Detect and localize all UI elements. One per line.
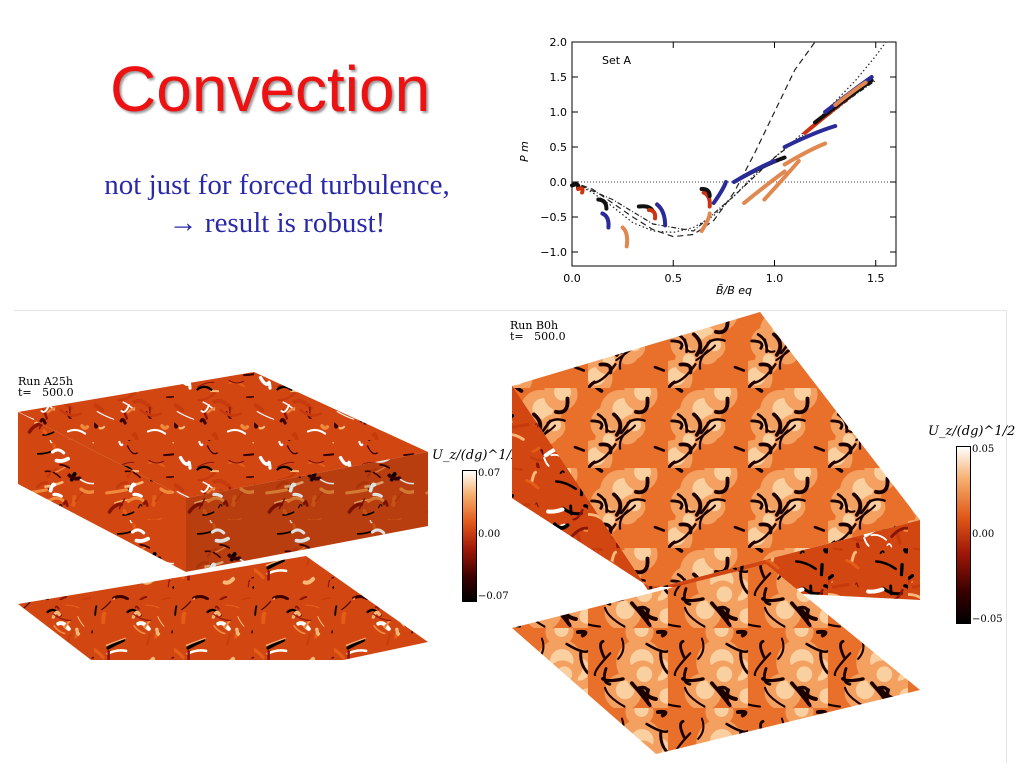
data-streak [782,141,828,167]
subtitle-line-2: → result is robust! [168,207,386,239]
y-tick-label: 0.0 [550,176,568,189]
pm-vs-b-chart: 0.0 0.5 1.0 1.5 −1.0 −0.5 0.0 0.5 1.0 1.5 2.0 Set A… [518,36,897,296]
left-colorbar [462,470,477,602]
data-streak [782,124,838,149]
data-streak [600,211,611,230]
y-tick-label: 0.5 [550,141,568,154]
right-convection-box-render [512,312,920,754]
data-streak [646,208,658,221]
leftbox-top-face [18,372,428,498]
leftbox-bottom-slice [18,556,428,660]
right-colorbar-title: U_z/(dg)^1/2 [928,424,1016,439]
x-axis-label: B̄/B eq [716,284,752,296]
data-streak [699,186,712,198]
x-tick-label: 0.5 [665,272,683,285]
right-colorbar-tick-mid: 0.00 [972,529,995,540]
data-streak [711,180,728,205]
y-tick-label: −1.0 [540,246,567,259]
left-run-label: Run A25h [18,375,73,388]
rightbox-top-face [512,312,920,590]
y-tick-label: 2.0 [550,36,568,49]
simulation-panel-frame [14,310,1007,763]
rightbox-bottom-slice [512,564,920,754]
data-streak [699,211,712,233]
data-streak [732,159,777,184]
dashdot-theory-curve [571,80,877,232]
left-convection-box-render [18,372,428,660]
left-colorbar-title: U_z/(dg)^1/2 [432,448,520,463]
data-streak [620,225,630,249]
dotted-theory-curve [571,41,887,234]
slide-title: Convection [110,53,431,125]
left-time-label: t= 500.0 [18,386,74,399]
data-streak [655,202,668,228]
data-streak [570,182,581,190]
right-colorbar [956,446,971,624]
data-streak [742,169,787,205]
y-tick-label: 1.5 [550,71,568,84]
data-streak [596,197,609,211]
y-axis-label: P m [518,141,531,162]
left-colorbar-tick-min: −0.07 [478,591,509,602]
leftbox-front-face [186,452,428,572]
subtitle-line-1: not just for forced turbulence, [104,169,450,201]
slide-subtitle: not just for forced turbulence, → result… [62,166,492,242]
right-colorbar-tick-max: 0.05 [972,444,995,455]
left-colorbar-tick-mid: 0.00 [478,529,501,540]
chart-annotation: Set A [602,54,632,67]
data-streak [833,80,868,107]
y-tick-label: −0.5 [540,211,567,224]
left-colorbar-tick-max: 0.07 [478,468,501,479]
dashed-theory-curve [571,41,816,238]
data-streak [576,186,585,195]
right-run-label: Run B0h [510,319,559,332]
leftbox-side-face [18,412,186,572]
data-streak [762,159,801,202]
x-tick-label: 0.0 [563,272,581,285]
right-colorbar-tick-min: −0.05 [972,614,1003,625]
x-tick-label: 1.5 [867,272,885,285]
data-streak [813,78,874,125]
right-time-label: t= 500.0 [510,330,566,343]
chart-frame [571,41,897,267]
y-tick-label: 1.0 [550,106,568,119]
x-tick-label: 1.0 [766,272,784,285]
